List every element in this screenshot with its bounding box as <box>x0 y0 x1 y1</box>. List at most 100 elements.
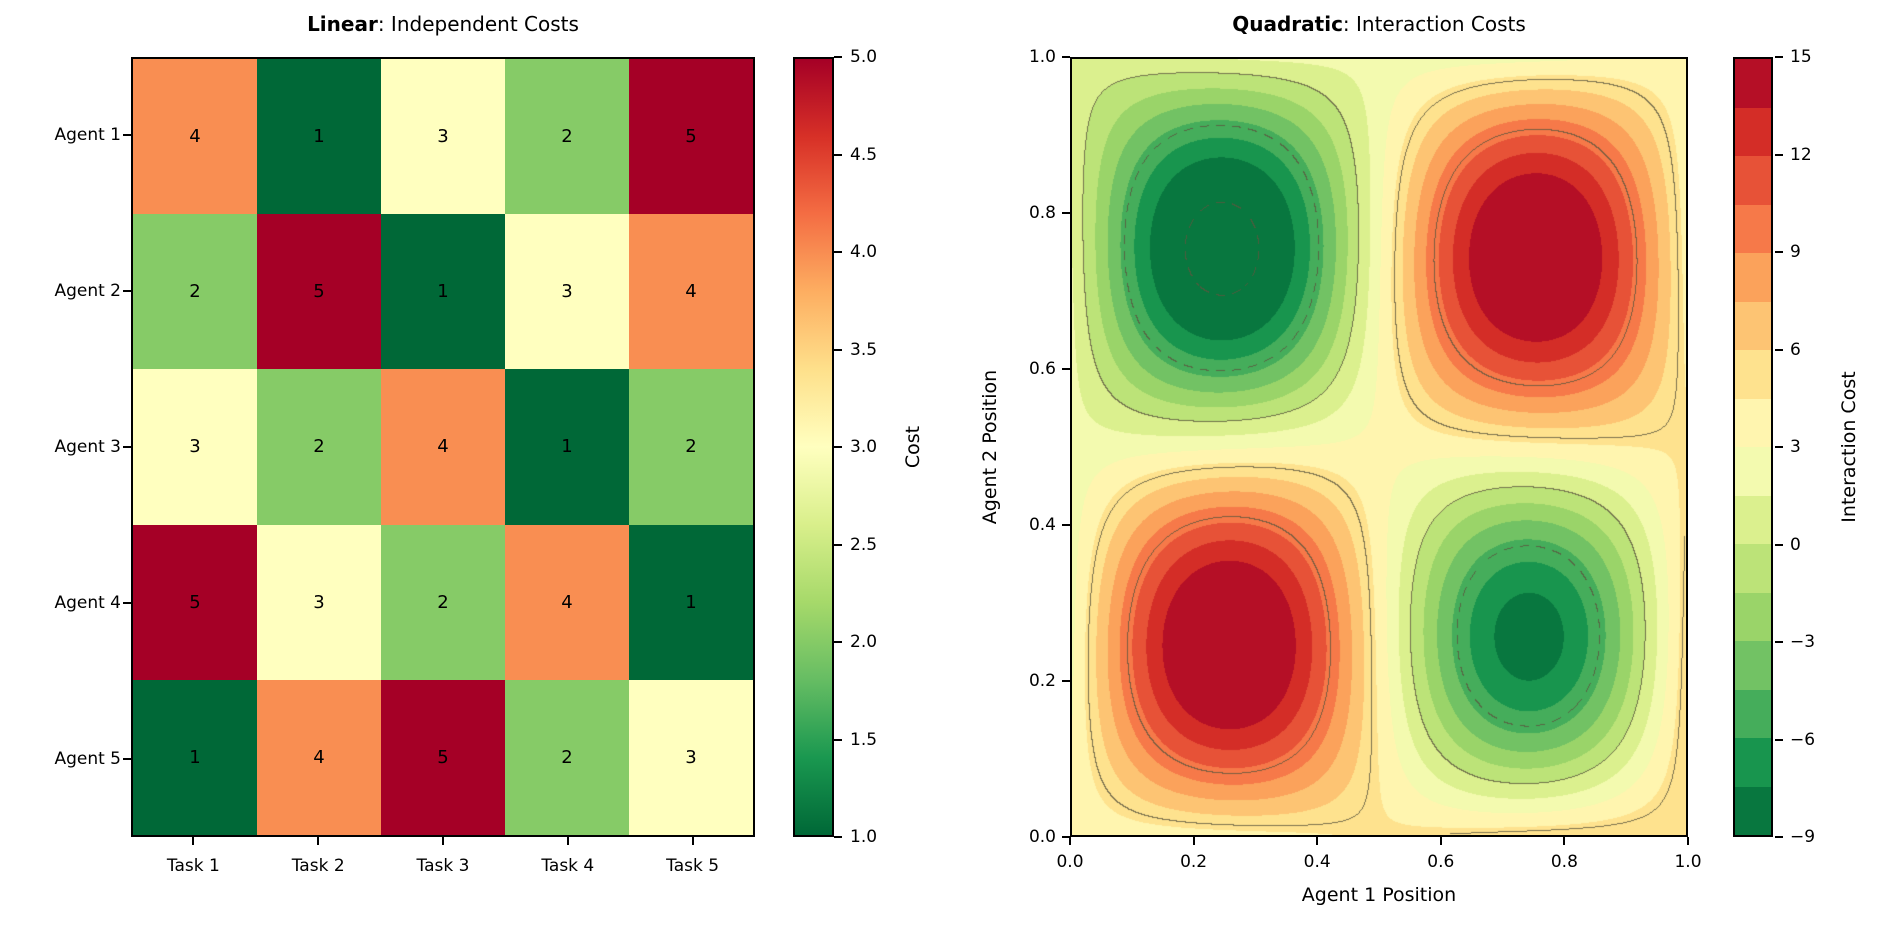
interaction-colorbar-tick-label: 3 <box>1790 437 1801 457</box>
heatmap-cell-value: 4 <box>189 126 201 148</box>
interaction-colorbar-band <box>1735 204 1771 253</box>
contour-xtick <box>1439 837 1442 845</box>
heatmap-cell-value: 3 <box>189 436 201 458</box>
heatmap-cell-value: 2 <box>437 591 449 613</box>
contour-xtick-label: 0.2 <box>1180 852 1208 872</box>
interaction-colorbar-band <box>1735 786 1771 835</box>
heatmap-cell-value: 5 <box>189 591 201 613</box>
heatmap-cell: 2 <box>505 679 629 835</box>
cost-colorbar-tick <box>834 836 842 838</box>
heatmap-ytick <box>123 602 131 604</box>
heatmap-cell-value: 5 <box>685 126 697 148</box>
heatmap-ytick <box>123 290 131 292</box>
left-title-bold: Linear <box>307 12 378 36</box>
heatmap-cell-value: 1 <box>685 591 697 613</box>
heatmap-cell: 4 <box>505 524 629 680</box>
interaction-colorbar-band <box>1735 398 1771 447</box>
heatmap-xtick <box>192 837 195 845</box>
interaction-colorbar-band <box>1735 59 1771 108</box>
heatmap-axes: 4 1 3 2 5 2 5 1 3 4 3 2 4 1 2 5 3 2 4 1 1 4 5 2 3 <box>131 57 755 837</box>
heatmap-cell: 3 <box>629 679 753 835</box>
interaction-colorbar-tick <box>1775 446 1783 448</box>
contour-ytick <box>1062 524 1070 526</box>
contour-ytick-label: 1.0 <box>1028 47 1056 67</box>
heatmap-cell-value: 2 <box>561 746 573 768</box>
contour-ytick <box>1062 680 1070 682</box>
interaction-colorbar-band <box>1735 156 1771 205</box>
contour-ytick-label: 0.2 <box>1028 671 1056 691</box>
y-axis-label: Agent 2 Position <box>979 369 1001 525</box>
heatmap-cell-value: 1 <box>561 436 573 458</box>
right-title-bold: Quadratic <box>1232 12 1343 36</box>
interaction-colorbar-tick <box>1775 56 1783 58</box>
heatmap-cell-value: 2 <box>189 281 201 303</box>
heatmap-cell: 2 <box>505 59 629 215</box>
cost-colorbar-tick <box>834 641 842 643</box>
interaction-colorbar <box>1733 57 1773 837</box>
contour-xtick-label: 1.0 <box>1674 852 1702 872</box>
x-axis-label: Agent 1 Position <box>1301 884 1457 906</box>
cost-colorbar-tick-label: 4.5 <box>850 144 878 165</box>
heatmap-row-label: Agent 5 <box>54 749 121 769</box>
heatmap-cell: 5 <box>381 679 505 835</box>
contour-xtick <box>1687 837 1689 845</box>
cost-colorbar-tick-label: 1.0 <box>850 827 878 847</box>
cost-colorbar-tick-label: 4.0 <box>850 242 878 262</box>
interaction-colorbar-band <box>1735 592 1771 641</box>
contour-ytick <box>1062 836 1070 838</box>
contour-ytick-label: 0.8 <box>1028 203 1056 223</box>
interaction-colorbar-band <box>1735 350 1771 399</box>
cost-colorbar-tick <box>834 153 842 156</box>
cost-colorbar-tick-label: 2.5 <box>850 534 878 555</box>
heatmap-xtick <box>442 837 444 845</box>
heatmap-xtick <box>317 837 320 845</box>
heatmap-row-label: Agent 3 <box>54 437 121 457</box>
contour-xtick-label: 0.8 <box>1550 852 1578 872</box>
heatmap-cell-value: 2 <box>685 436 697 458</box>
heatmap-cell: 4 <box>629 214 753 370</box>
heatmap-row-label: Agent 2 <box>54 281 121 301</box>
left-title-rest: : Independent Costs <box>377 12 579 36</box>
heatmap-col-label: Task 1 <box>166 856 220 876</box>
heatmap-col-label: Task 4 <box>541 856 595 876</box>
heatmap-cell-value: 4 <box>313 746 325 768</box>
heatmap-cell-value: 3 <box>561 281 573 303</box>
interaction-colorbar-band <box>1735 738 1771 787</box>
heatmap-row-label: Agent 4 <box>54 593 121 613</box>
cost-colorbar-tick-label: 1.5 <box>850 729 878 750</box>
heatmap-cell: 2 <box>381 524 505 680</box>
contour-ytick-label: 0.6 <box>1028 359 1056 379</box>
heatmap-cell: 5 <box>629 59 753 215</box>
contour-xtick-label: 0.4 <box>1303 852 1331 872</box>
cost-colorbar-tick <box>834 251 842 253</box>
interaction-colorbar-tick <box>1775 153 1783 156</box>
heatmap-cell-value: 1 <box>437 281 449 303</box>
interaction-colorbar-tick-label: −9 <box>1790 827 1816 847</box>
heatmap-cell: 4 <box>133 59 257 215</box>
left-chart-title: Linear: Independent Costs <box>131 12 755 36</box>
heatmap-cell-value: 4 <box>561 591 573 613</box>
heatmap-cell: 5 <box>257 214 381 370</box>
right-chart-title: Quadratic: Interaction Costs <box>1070 12 1688 36</box>
heatmap-cell: 4 <box>257 679 381 835</box>
heatmap-cell-value: 2 <box>313 436 325 458</box>
cost-colorbar-tick <box>834 348 842 351</box>
contour-ytick <box>1062 212 1070 214</box>
interaction-colorbar-tick <box>1775 738 1783 741</box>
heatmap-cell: 2 <box>133 214 257 370</box>
heatmap-cell: 1 <box>381 214 505 370</box>
interaction-colorbar-tick <box>1775 543 1783 546</box>
heatmap-col-label: Task 2 <box>291 856 345 876</box>
cost-colorbar-tick-label: 3.5 <box>850 339 878 360</box>
heatmap-col-label: Task 5 <box>666 856 720 876</box>
heatmap-cell-value: 1 <box>313 126 325 148</box>
interaction-colorbar-band <box>1735 447 1771 496</box>
heatmap-col-label: Task 3 <box>416 856 470 876</box>
interaction-colorbar-tick-label: 12 <box>1790 144 1812 165</box>
interaction-colorbar-tick <box>1775 251 1783 253</box>
contour-xtick <box>1563 837 1566 845</box>
contour-ytick-label: 0.0 <box>1028 827 1056 847</box>
heatmap-cell: 3 <box>257 524 381 680</box>
interaction-colorbar-tick <box>1775 836 1783 838</box>
